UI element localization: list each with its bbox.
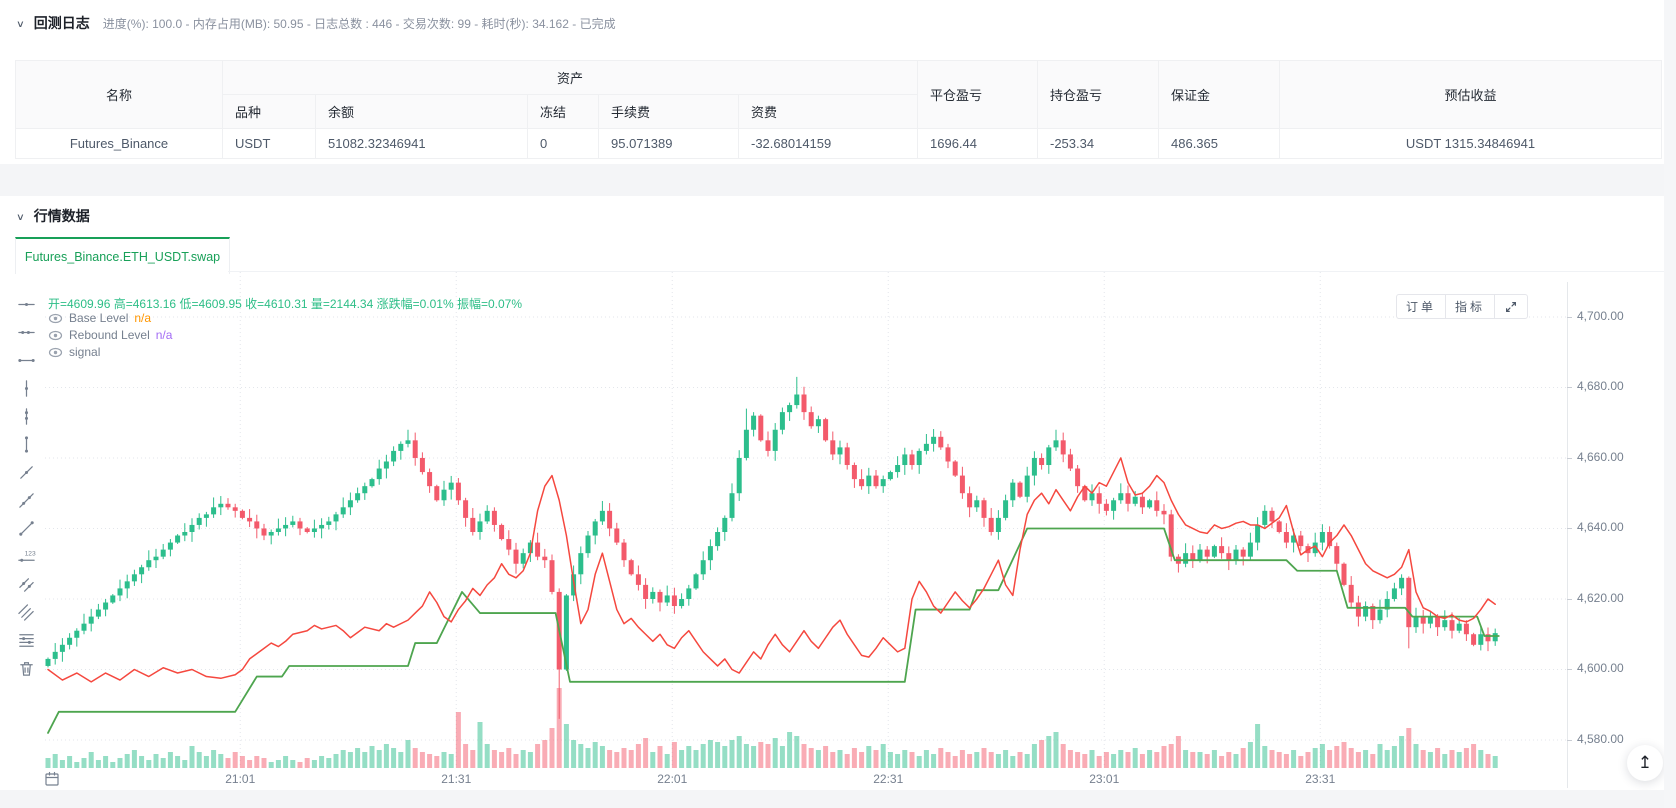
table-row: Futures_Binance USDT 51082.32346941 0 95… [15, 128, 1662, 159]
eye-icon[interactable] [48, 313, 63, 324]
price-chart-svg[interactable] [45, 272, 1567, 788]
horizontal-segment-icon[interactable] [14, 348, 38, 372]
y-axis-label: 4,600.00 [1577, 661, 1624, 676]
cell-name: Futures_Binance [15, 128, 223, 159]
y-axis-line [1567, 282, 1568, 788]
y-axis-tick [1567, 740, 1572, 741]
y-axis-label: 4,620.00 [1577, 590, 1624, 605]
indicators-button[interactable]: 指标 [1445, 295, 1494, 318]
y-axis-label: 4,640.00 [1577, 520, 1624, 535]
y-axis-label: 4,580.00 [1577, 732, 1624, 746]
collapse-chevron-icon[interactable]: ∨ [16, 211, 25, 223]
indicator-value: n/a [155, 328, 173, 342]
market-data-header: ∨ 行情数据 [16, 206, 90, 226]
bottom-strip [0, 790, 1676, 808]
col-header-closed-pnl: 平仓盈亏 [917, 60, 1038, 129]
indicator-name: signal [69, 345, 101, 359]
cell-funding: -32.68014159 [738, 128, 918, 159]
col-header-est-profit: 预估收益 [1279, 60, 1662, 129]
backtest-status-text: 进度(%): 100.0 - 内存占用(MB): 50.95 - 日志总数 : … [102, 17, 616, 31]
cell-frozen: 0 [527, 128, 599, 159]
drawing-toolbar: 123 [14, 292, 42, 684]
trend-line-icon[interactable] [14, 460, 38, 484]
fibonacci-line-icon[interactable] [14, 628, 38, 652]
x-axis-label: 23:01 [1089, 772, 1120, 786]
y-axis-tick [1567, 528, 1572, 530]
eye-icon[interactable] [48, 330, 63, 341]
vertical-ray-icon[interactable] [14, 404, 38, 428]
orders-button[interactable]: 订单 [1406, 300, 1437, 314]
section-divider [0, 164, 1676, 196]
ohlc-legend: 开=4609.96 高=4613.16 低=4609.95 收=4610.31 … [48, 297, 522, 311]
cell-position-pnl: -253.34 [1037, 128, 1159, 159]
col-header-frozen: 冻结 [527, 94, 599, 129]
parallel-line-icon[interactable] [14, 572, 38, 596]
col-header-position-pnl: 持仓盈亏 [1037, 60, 1159, 129]
y-axis-tick [1567, 669, 1572, 671]
y-axis-label: 4,680.00 [1577, 379, 1624, 394]
indicator-row-signal: signal [48, 345, 106, 359]
y-axis-tick [1567, 387, 1572, 389]
cell-fee: 95.071389 [598, 128, 739, 159]
price-line-icon[interactable]: 123 [14, 544, 38, 568]
tab-bar-line [228, 271, 1676, 272]
col-header-name: 名称 [15, 60, 223, 129]
x-axis-label: 21:31 [441, 772, 472, 786]
indicator-name: Rebound Level [69, 328, 150, 342]
y-axis-label: 4,700.00 [1577, 308, 1624, 323]
calendar-icon[interactable] [44, 771, 60, 787]
col-header-variety: 品种 [222, 94, 316, 129]
vertical-line-icon[interactable] [14, 376, 38, 400]
expand-icon [1506, 301, 1517, 312]
indicator-row-rebound-level: Rebound Level n/a [48, 328, 172, 342]
col-header-funding: 资费 [738, 94, 918, 129]
col-header-fee: 手续费 [598, 94, 739, 129]
collapse-chevron-icon[interactable]: ∨ [16, 18, 25, 30]
eye-icon[interactable] [48, 347, 63, 358]
y-axis-tick [1567, 457, 1572, 459]
arrow-up-icon: ↥ [1637, 753, 1653, 772]
back-to-top-button[interactable]: ↥ [1627, 745, 1663, 781]
backtest-log-title: 回测日志 [33, 15, 90, 31]
y-axis-tick [1567, 598, 1572, 600]
x-axis-label: 21:01 [225, 772, 256, 786]
cell-margin: 486.365 [1158, 128, 1280, 159]
col-header-margin: 保证金 [1158, 60, 1280, 129]
y-axis-tick [1567, 316, 1572, 318]
delete-icon[interactable] [14, 656, 38, 680]
fullscreen-button[interactable] [1494, 295, 1527, 318]
indicator-row-base-level: Base Level n/a [48, 311, 151, 325]
horizontal-line-icon[interactable] [14, 292, 38, 316]
chart-button-group: 订单 指标 [1396, 294, 1529, 319]
cell-variety: USDT [222, 128, 316, 159]
price-channel-line-icon[interactable] [14, 600, 38, 624]
backtest-log-header: ∨ 回测日志 进度(%): 100.0 - 内存占用(MB): 50.95 - … [16, 13, 616, 33]
x-axis-label: 22:31 [873, 772, 904, 786]
scrollbar-track[interactable] [1664, 0, 1676, 808]
x-axis-label: 23:31 [1305, 772, 1336, 786]
x-axis-label: 22:01 [657, 772, 688, 786]
cell-closed-pnl: 1696.44 [917, 128, 1038, 159]
indicator-name: Base Level [69, 311, 129, 325]
col-header-balance: 余额 [315, 94, 528, 129]
indicator-value: n/a [134, 311, 152, 325]
account-table: 名称 资产 平仓盈亏 持仓盈亏 保证金 预估收益 品种 余额 冻结 手续费 资费… [15, 60, 1662, 159]
tab-symbol[interactable]: Futures_Binance.ETH_USDT.swap [15, 237, 230, 274]
market-data-title: 行情数据 [33, 208, 90, 224]
svg-text:123: 123 [24, 550, 35, 557]
segment-line-icon[interactable] [14, 516, 38, 540]
vertical-segment-icon[interactable] [14, 432, 38, 456]
horizontal-ray-icon[interactable] [14, 320, 38, 344]
cell-balance: 51082.32346941 [315, 128, 528, 159]
col-group-assets: 资产 [222, 60, 918, 95]
ray-line-icon[interactable] [14, 488, 38, 512]
y-axis-label: 4,660.00 [1577, 449, 1624, 464]
cell-est-profit: USDT 1315.34846941 [1279, 128, 1662, 159]
